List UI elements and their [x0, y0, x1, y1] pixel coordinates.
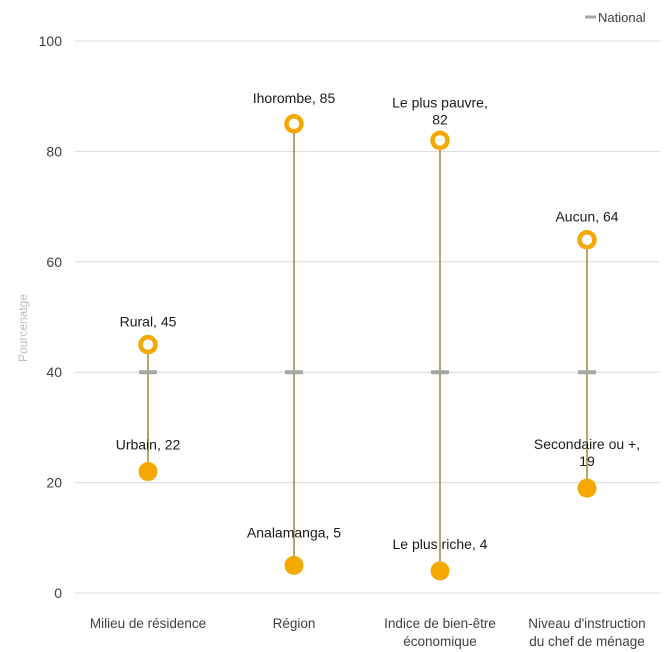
- low-data-label: 19: [579, 453, 595, 469]
- y-tick-label: 0: [54, 585, 62, 601]
- low-value-point: [577, 478, 597, 498]
- category-label: Indice de bien-être: [384, 616, 496, 631]
- high-value-point: [284, 114, 304, 134]
- y-axis-ticks: 0 20 40 60 80 100: [39, 33, 63, 601]
- data-labels: Rural, 45 Urbain, 22 Ihorombe, 85 Analamang…: [116, 90, 640, 552]
- chart-marks: [138, 114, 597, 581]
- low-data-label: Secondaire ou +,: [534, 436, 640, 452]
- y-tick-label: 40: [46, 364, 62, 380]
- category-label: du chef de ménage: [529, 634, 645, 649]
- high-data-label: 82: [432, 111, 448, 127]
- high-data-label: Ihorombe, 85: [253, 90, 336, 106]
- y-tick-label: 60: [46, 254, 62, 270]
- high-data-label: Aucun, 64: [555, 209, 618, 225]
- category-label: économique: [403, 634, 477, 649]
- low-data-label: Urbain, 22: [116, 437, 181, 453]
- y-tick-label: 100: [39, 33, 63, 49]
- high-value-point: [138, 334, 158, 355]
- low-data-label: Le plus riche, 4: [393, 536, 488, 552]
- low-data-label: Analamanga, 5: [247, 524, 341, 540]
- high-value-point: [430, 130, 450, 151]
- y-tick-label: 80: [46, 143, 62, 159]
- y-axis-label: Pourcenatge: [16, 294, 30, 362]
- y-tick-label: 20: [46, 475, 62, 491]
- low-value-point: [430, 561, 450, 581]
- high-data-label: Rural, 45: [120, 314, 177, 330]
- low-value-point: [284, 555, 304, 575]
- category-label: Milieu de résidence: [90, 616, 206, 631]
- legend: National: [585, 10, 646, 25]
- category-label: Région: [273, 616, 316, 631]
- gridlines: [75, 40, 660, 594]
- low-value-point: [138, 462, 158, 482]
- high-data-label: Le plus pauvre,: [392, 94, 488, 110]
- legend-national-label: National: [598, 10, 646, 25]
- category-labels: Milieu de résidence Région Indice de bien-…: [90, 616, 646, 649]
- high-value-point: [577, 229, 597, 250]
- category-label: Niveau d'instruction: [528, 616, 645, 631]
